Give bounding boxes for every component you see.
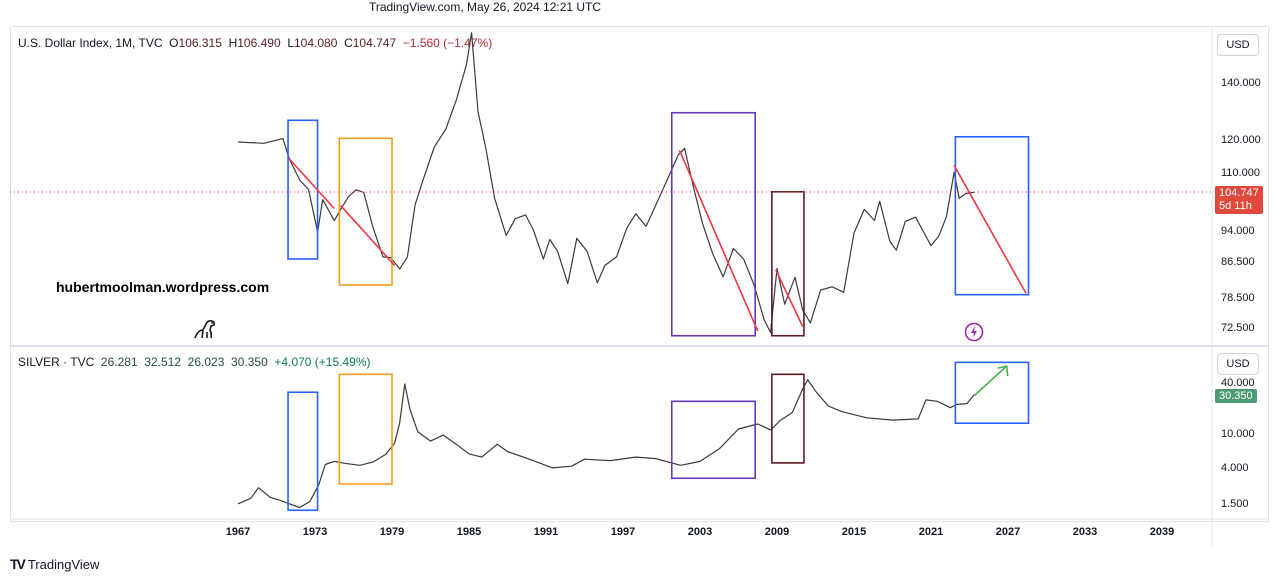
dxy-trend-line <box>340 205 396 266</box>
time-tick-label: 2015 <box>841 526 867 538</box>
dxy-annotation-box <box>771 191 805 337</box>
dxy-close-label: C <box>344 36 353 50</box>
dxy-low-label: L <box>287 36 294 50</box>
dxy-trend-line <box>678 149 759 332</box>
dxy-symbol: U.S. Dollar Index, 1M, TVC <box>18 36 163 50</box>
watermark-text: hubertmoolman.wordpress.com <box>56 279 270 295</box>
silver-price-series <box>237 379 976 509</box>
tradingview-footer[interactable]: TV TradingView <box>10 556 99 572</box>
dxy-y-tick-label: 86.500 <box>1221 256 1255 269</box>
dxy-open: 106.315 <box>178 36 222 50</box>
silver-currency-button[interactable]: USD <box>1217 353 1259 375</box>
dxy-close: 104.747 <box>352 36 397 50</box>
dxy-y-tick-label: 72.500 <box>1221 322 1255 334</box>
dxy-y-tick-label: 94.000 <box>1221 225 1255 238</box>
lightning-icon[interactable] <box>964 322 984 342</box>
time-tick-label: 2033 <box>1072 526 1098 538</box>
dxy-last-price: 104.747 <box>1219 187 1259 199</box>
silver-annotation-box <box>287 391 319 512</box>
silver-annotation-box <box>338 373 393 485</box>
silver-annotation-box <box>670 400 756 480</box>
silver-y-tick-label: 40.000 <box>1221 377 1255 389</box>
dxy-y-tick-label: 140.000 <box>1221 77 1261 89</box>
time-tick-label: 1997 <box>610 526 636 538</box>
dxy-high-label: H <box>228 36 238 50</box>
dxy-y-tick-label: 110.000 <box>1221 166 1260 179</box>
dxy-price-series <box>237 32 975 334</box>
time-tick-label: 2027 <box>995 526 1021 538</box>
silver-y-tick-label: 1.500 <box>1221 498 1249 510</box>
dxy-countdown: 5d 11h <box>1219 200 1252 212</box>
time-tick-label: 1973 <box>302 526 328 538</box>
dxy-trend-line <box>288 158 335 210</box>
dxy-currency-button[interactable]: USD <box>1217 34 1259 56</box>
silver-symbol: SILVER · TVC <box>18 355 95 369</box>
chart-timestamp-header: TradingView.com, May 26, 2024 12:21 UTC <box>368 0 602 14</box>
time-tick-label: 1967 <box>225 526 251 538</box>
tradingview-brand: TradingView <box>27 556 100 572</box>
dxy-trend-line <box>953 165 1027 294</box>
silver-trend-line <box>974 365 1008 396</box>
dxy-annotation-box <box>954 135 1030 296</box>
dxy-pane[interactable] <box>10 26 1269 346</box>
time-tick-label: 1979 <box>379 526 405 538</box>
dxy-high: 106.490 <box>237 36 281 50</box>
silver-trend-arrowhead <box>997 365 1009 377</box>
silver-legend[interactable]: SILVER · TVC 26.281 32.512 26.023 30.350… <box>18 355 371 369</box>
dxy-open-label: O <box>169 36 179 50</box>
silver-change: +4.070 (+15.49%) <box>274 355 371 369</box>
dino-icon[interactable] <box>192 316 218 342</box>
silver-annotation-box <box>954 361 1030 425</box>
dxy-annotation-box <box>338 137 393 286</box>
time-tick-label: 2021 <box>918 526 944 538</box>
dxy-legend[interactable]: U.S. Dollar Index, 1M, TVC O106.315 H106… <box>18 36 492 50</box>
time-tick-label: 2039 <box>1149 526 1175 538</box>
silver-pane[interactable] <box>10 346 1269 522</box>
dxy-trend-line <box>774 269 804 327</box>
dxy-annotation-box <box>670 111 756 337</box>
time-tick-label: 2003 <box>687 526 713 538</box>
dxy-low: 104.080 <box>294 36 338 50</box>
silver-low: 26.023 <box>187 355 225 369</box>
time-tick-label: 2009 <box>764 526 790 538</box>
silver-high: 32.512 <box>144 355 181 369</box>
time-tick-label: 1985 <box>456 526 482 538</box>
time-tick-label: 1991 <box>533 526 559 538</box>
silver-annotation-box <box>771 373 805 464</box>
silver-close: 30.350 <box>231 355 268 369</box>
tradingview-logo-icon: TV <box>10 556 26 572</box>
dxy-y-tick-label: 120.000 <box>1221 134 1261 147</box>
dxy-annotation-box <box>287 119 319 260</box>
dxy-last-price-tag: 104.747 5d 11h <box>1215 186 1263 214</box>
silver-open: 26.281 <box>100 355 138 369</box>
silver-y-tick-label: 4.000 <box>1221 461 1249 474</box>
silver-y-tick-label: 10.000 <box>1221 428 1255 441</box>
dxy-y-tick-label: 78.500 <box>1221 292 1255 305</box>
silver-last-price-tag: 30.350 <box>1215 389 1257 403</box>
